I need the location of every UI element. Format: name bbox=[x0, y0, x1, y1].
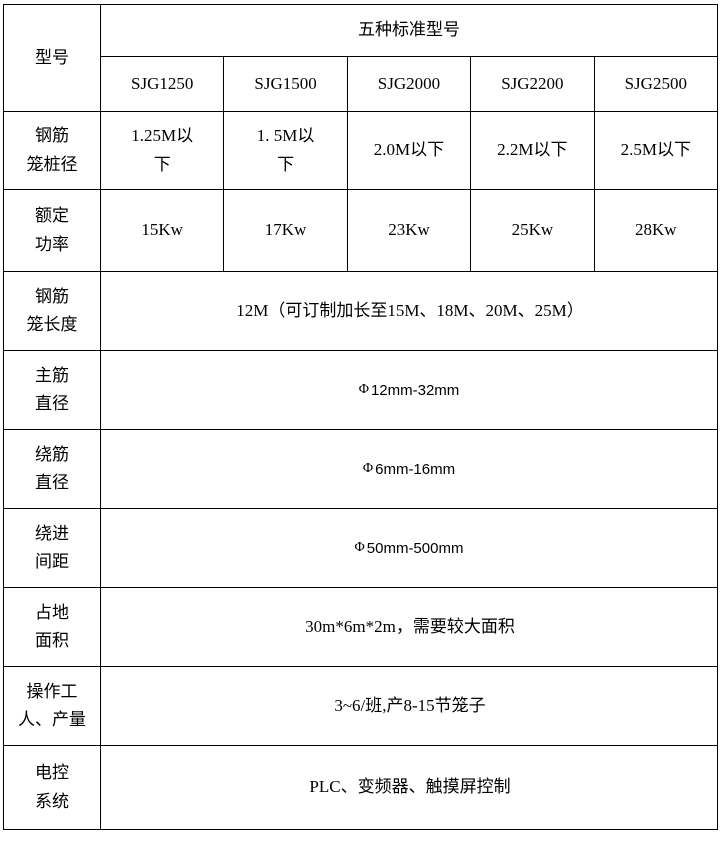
merged-value: PLC、变频器、触摸屏控制 bbox=[309, 777, 511, 797]
value-cell: 1. 5M以 下 bbox=[223, 111, 348, 190]
spec-row-workers-output: 操作工 人、产量 3~6/班,产8-15节笼子 bbox=[3, 666, 718, 746]
phi-symbol: Φ bbox=[358, 381, 369, 397]
model-name-cell: SJG2500 bbox=[593, 56, 719, 112]
value-cell: 3~6/班,产8-15节笼子 bbox=[100, 666, 718, 746]
spec-row-main-bar-diameter: 主筋 直径 Φ 12mm-32mm bbox=[3, 350, 718, 430]
spec-row-pile-diameter: 钢筋 笼桩径 1.25M以 下 1. 5M以 下 2.0M以下 2.2M以下 2… bbox=[3, 111, 719, 190]
row-label-cell: 电控 系统 bbox=[3, 745, 101, 830]
value-cell: 25Kw bbox=[470, 189, 595, 272]
model-name-cell: SJG2000 bbox=[346, 56, 472, 112]
value-cell: 2.2M以下 bbox=[470, 111, 595, 190]
row-label-cell: 占地 面积 bbox=[3, 587, 101, 667]
spec-row-floor-area: 占地 面积 30m*6m*2m，需要较大面积 bbox=[3, 587, 718, 667]
spec-table: 型号 五种标准型号 SJG1250 SJG1500 SJG2000 SJG220… bbox=[3, 4, 719, 830]
merged-value: 6mm-16mm bbox=[375, 460, 456, 478]
row-label-cell: 操作工 人、产量 bbox=[3, 666, 101, 746]
model-header-cell: 型号 bbox=[3, 4, 101, 112]
spec-row-electric-control: 电控 系统 PLC、变频器、触摸屏控制 bbox=[3, 745, 718, 830]
row-label-cell: 绕进 间距 bbox=[3, 508, 101, 588]
value-cell: 15Kw bbox=[99, 189, 225, 272]
phi-symbol: Φ bbox=[362, 460, 374, 476]
value-cell: 30m*6m*2m，需要较大面积 bbox=[100, 587, 718, 667]
row-label-cell: 钢筋 笼长度 bbox=[3, 271, 101, 351]
header-row-models: SJG1250 SJG1500 SJG2000 SJG2200 SJG2500 bbox=[4, 56, 719, 112]
group-header-cell: 五种标准型号 bbox=[100, 4, 718, 57]
row-label-cell: 额定 功率 bbox=[3, 189, 101, 272]
value-cell: 2.0M以下 bbox=[346, 111, 472, 190]
model-name-cell: SJG2200 bbox=[470, 56, 595, 112]
value-cell: Φ 6mm-16mm bbox=[100, 429, 718, 509]
merged-value: 3~6/班,产8-15节笼子 bbox=[334, 695, 486, 715]
row-label-cell: 绕筋 直径 bbox=[3, 429, 101, 509]
merged-value: 12M（可订制加长至15M、18M、20M、25M） bbox=[236, 300, 584, 320]
header-row-group: 型号 五种标准型号 bbox=[3, 4, 718, 112]
spec-row-wrap-spacing: 绕进 间距 Φ 50mm-500mm bbox=[3, 508, 718, 588]
spec-row-wrap-bar-diameter: 绕筋 直径 Φ 6mm-16mm bbox=[3, 429, 718, 509]
model-name-cell: SJG1500 bbox=[223, 56, 348, 112]
value-cell: Φ 50mm-500mm bbox=[100, 508, 718, 588]
merged-value: 30m*6m*2m，需要较大面积 bbox=[305, 616, 515, 636]
value-cell: 1.25M以 下 bbox=[99, 111, 225, 190]
row-label-cell: 主筋 直径 bbox=[3, 350, 101, 430]
value-cell: Φ 12mm-32mm bbox=[100, 350, 718, 430]
value-cell: PLC、变频器、触摸屏控制 bbox=[100, 745, 718, 830]
value-cell: 23Kw bbox=[346, 189, 472, 272]
value-cell: 2.5M以下 bbox=[593, 111, 719, 190]
model-name-cell: SJG1250 bbox=[99, 56, 225, 112]
spec-row-cage-length: 钢筋 笼长度 12M（可订制加长至15M、18M、20M、25M） bbox=[3, 271, 718, 351]
spec-row-rated-power: 额定 功率 15Kw 17Kw 23Kw 25Kw 28Kw bbox=[3, 189, 719, 272]
value-cell: 12M（可订制加长至15M、18M、20M、25M） bbox=[100, 271, 718, 351]
merged-value: 12mm-32mm bbox=[370, 381, 460, 399]
value-cell: 17Kw bbox=[223, 189, 348, 272]
phi-symbol: Φ bbox=[354, 539, 365, 555]
merged-value: 50mm-500mm bbox=[366, 539, 464, 557]
row-label-cell: 钢筋 笼桩径 bbox=[3, 111, 101, 190]
value-cell: 28Kw bbox=[593, 189, 719, 272]
